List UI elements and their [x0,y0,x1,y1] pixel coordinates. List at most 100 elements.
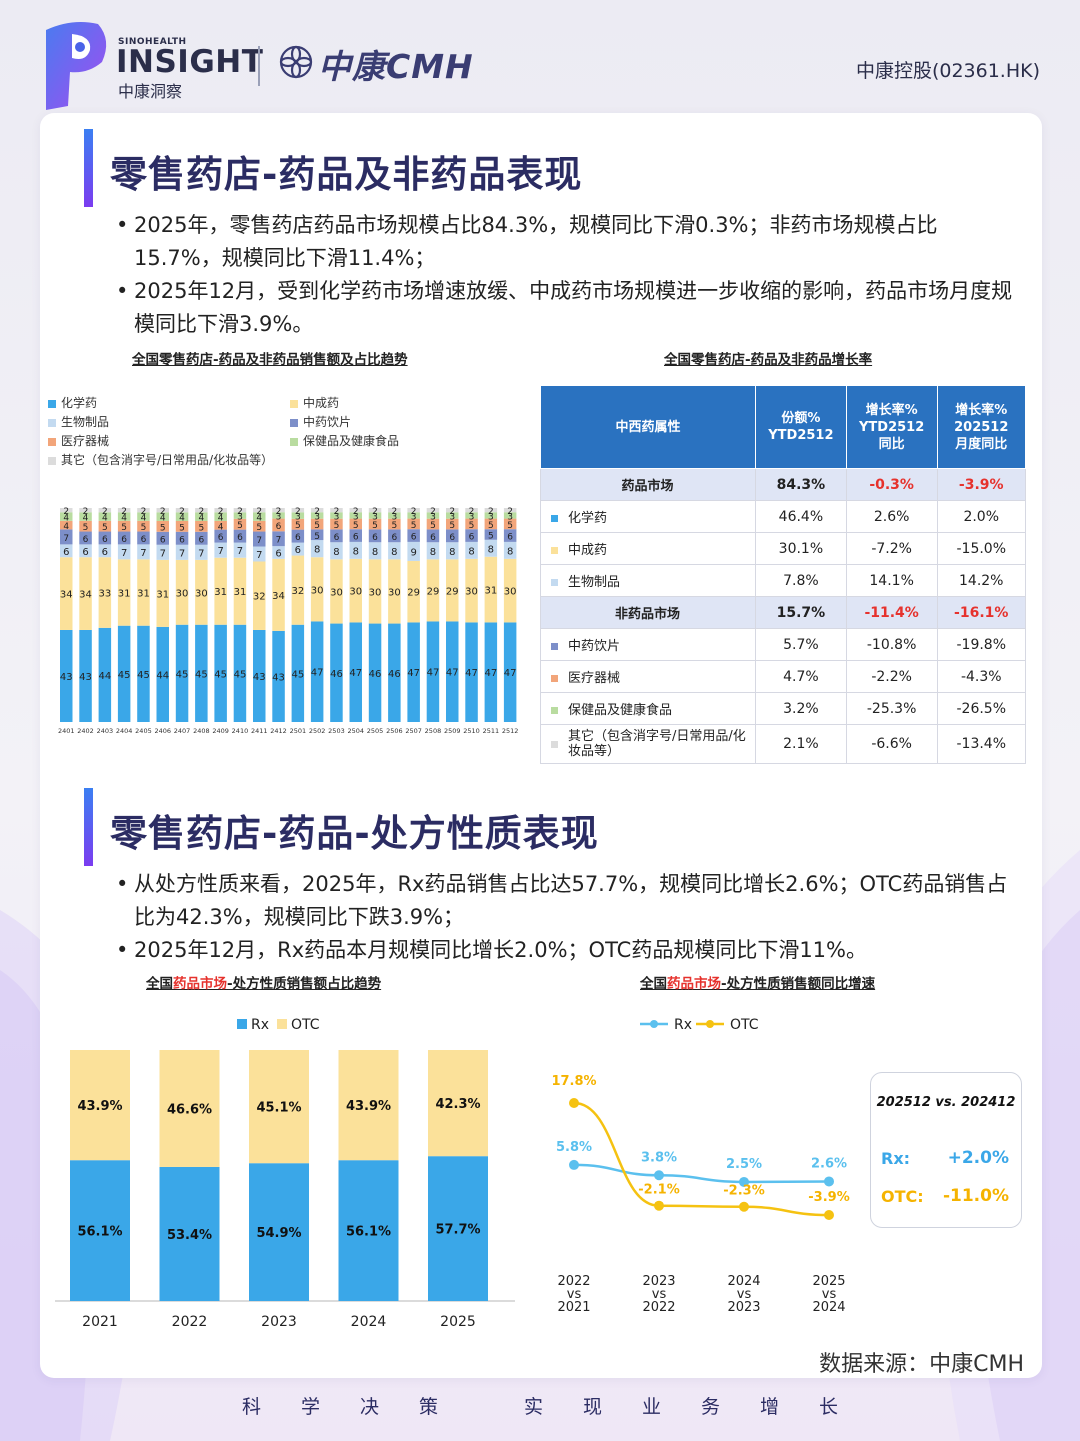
bar-data-label: 5 [83,523,89,533]
x-tick-label: 2401 [58,727,75,735]
bar-data-label: 8 [333,547,339,558]
bar-segment [407,518,420,530]
section2-bullets: 从处方性质来看，2025年，Rx药品销售占比达57.7%，规模同比增长2.6%；… [116,868,1021,967]
bar-segment [175,520,189,532]
data-point [569,1159,579,1170]
bar-data-label: 4 [102,514,108,524]
bar-segment [349,558,362,623]
bar-segment [426,508,440,513]
bar-data-label: 2 [314,507,320,517]
legend-item-device: 医疗器械 [48,432,109,449]
bar-segment [446,508,459,513]
chart4-title-highlight: 药品市场 [667,976,721,992]
bar-segment [195,559,208,625]
bar-data-label: 7 [198,548,204,559]
bar-segment [368,512,382,519]
cell-share: 4.7% [755,660,847,693]
motto-char: 决 [360,1396,380,1418]
x-tick-label: 2023 [261,1314,297,1330]
bar-data-label: 6 [449,533,455,543]
bar-segment [98,627,112,722]
bar-data-label: 45 [118,670,131,681]
bar-segment [253,531,266,547]
bar-segment [349,541,362,559]
chart3-title-highlight: 药品市场 [173,976,227,992]
row-color-swatch [551,579,558,586]
chart4-title-suffix: -处方性质销售额同比增速 [721,976,876,992]
point-label: 17.8% [551,1074,596,1089]
bar-segment [214,557,227,625]
bar-segment [330,508,343,513]
bar-segment [214,542,227,558]
cell-share: 2.1% [755,724,847,764]
bar-data-label: 45 [195,669,208,680]
bar-data-label: 29 [407,588,420,599]
table-row: 药品市场 84.3% -0.3% -3.9% [539,468,1026,501]
bar-segment [253,512,266,521]
legend-item-piece: 中药饮片 [290,413,351,430]
bar-segment [253,546,266,562]
brand-cn: 中康洞察 [118,82,183,101]
x-tick-label: 2021 [82,1314,118,1330]
cell-ytd: 2.6% [845,500,938,533]
bar-data-label: 2 [411,507,417,517]
cell-mom: -26.5% [936,692,1026,725]
table-row: 医疗器械 4.7% -2.2% -4.3% [539,660,1026,693]
legend-label: 保健品及健康食品 [303,434,400,448]
bar-segment [195,512,208,521]
bar-segment [233,542,247,558]
x-tick-label: 2501 [290,727,307,735]
bar-segment [426,512,440,519]
bar-data-label: 31 [118,589,131,600]
bar-segment [310,512,324,519]
bar-segment [426,518,440,530]
section2-title: 零售药店-药品-处方性质表现 [110,812,599,855]
cell-ytd: -7.2% [845,532,938,565]
bar-segment [407,622,420,722]
bar-segment [156,512,169,521]
table-title: 全国零售药店-药品及非药品增长率 [664,352,873,368]
section1-title: 零售药店-药品及非药品表现 [110,153,583,196]
bar-segment [465,508,478,513]
bar-data-label: 7 [217,546,223,557]
cell-share: 5.7% [755,628,847,661]
bar-otc [338,1050,399,1161]
x-tick-label: 2502 [309,727,326,735]
bar-data-label: 2 [353,507,359,517]
bar-data-label: 6 [63,547,69,558]
bar-segment [349,518,362,530]
bar-label-otc: 46.6% [167,1102,212,1117]
bar-data-label: 29 [427,586,440,597]
x-tick-label: 2506 [386,727,403,735]
bar-segment [330,512,343,519]
bar-segment [79,531,92,545]
bar-segment [310,529,324,541]
bar-segment [446,529,459,543]
bar-data-label: 6 [102,535,108,545]
bar-segment [291,508,305,513]
series-line-otc [573,1101,830,1217]
bar-data-label: 4 [63,514,69,524]
row-name: 生物制品 [539,564,757,597]
chart1-stacked-bar: 4334674422401433466542240244336654224034… [58,507,518,735]
bar-data-label: 8 [314,545,320,556]
bar-segment [446,542,459,560]
bar-segment [349,529,362,542]
motto-char: 长 [819,1396,839,1418]
chart3-rx-otc-share: Rx OTC 56.1% 43.9% 2021 53.4% 46.6% 2022 54.9% 45… [55,1017,515,1330]
brand-en: INSIGHT [116,44,264,80]
bar-data-label: 43 [60,672,73,683]
bar-segment [156,531,169,545]
table-body: 药品市场 84.3% -0.3% -3.9% 化学药 46.4% 2.6% 2.0% 中成药 30… [539,468,1026,764]
bar-segment [98,557,112,628]
motto-char: 策 [419,1396,439,1418]
chart3-title: 全国药品市场-处方性质销售额占比趋势 [146,972,381,992]
bar-data-label: 8 [507,546,513,557]
bar-segment [233,557,247,625]
bar-data-label: 46 [388,669,401,680]
bar-segment [503,512,517,519]
row-name-text: 生物制品 [568,575,621,590]
bar-segment [407,512,420,519]
bar-segment [368,623,382,722]
bar-segment [79,512,92,521]
